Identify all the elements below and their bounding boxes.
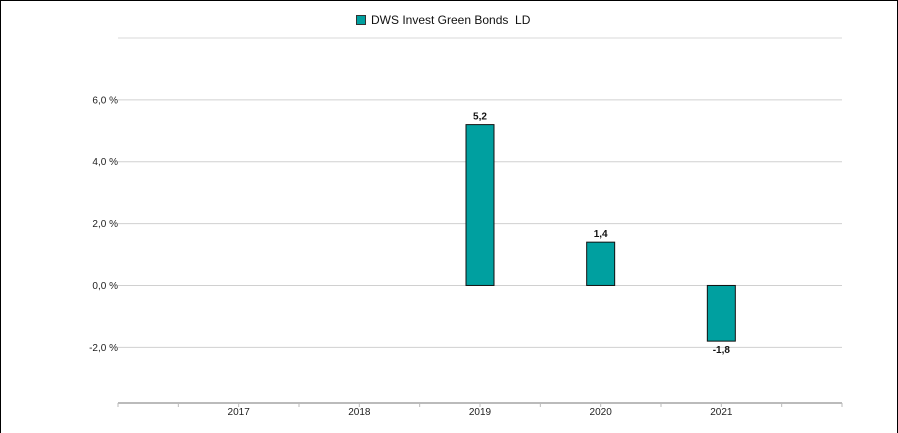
x-tick-label: 2020 <box>590 407 613 418</box>
data-label: 5,2 <box>473 112 487 123</box>
legend: DWS Invest Green Bonds LD <box>356 13 530 27</box>
bar <box>586 241 616 286</box>
x-tick-label: 2019 <box>469 407 492 418</box>
legend-swatch <box>356 15 366 25</box>
legend-label: DWS Invest Green Bonds LD <box>371 13 531 27</box>
y-tick-label: 4,0 % <box>92 157 118 168</box>
y-tick-label: 0,0 % <box>92 281 118 292</box>
y-tick-label: 2,0 % <box>92 219 118 230</box>
x-tick-label: 2021 <box>710 407 733 418</box>
data-label: -1,8 <box>713 345 731 356</box>
bar <box>706 284 736 342</box>
x-tick-label: 2017 <box>228 407 251 418</box>
y-tick-label: -2,0 % <box>89 343 118 354</box>
bar <box>465 124 495 286</box>
y-tick-label: 6,0 % <box>92 95 118 106</box>
x-tick-label: 2018 <box>348 407 371 418</box>
data-label: 1,4 <box>594 229 608 240</box>
